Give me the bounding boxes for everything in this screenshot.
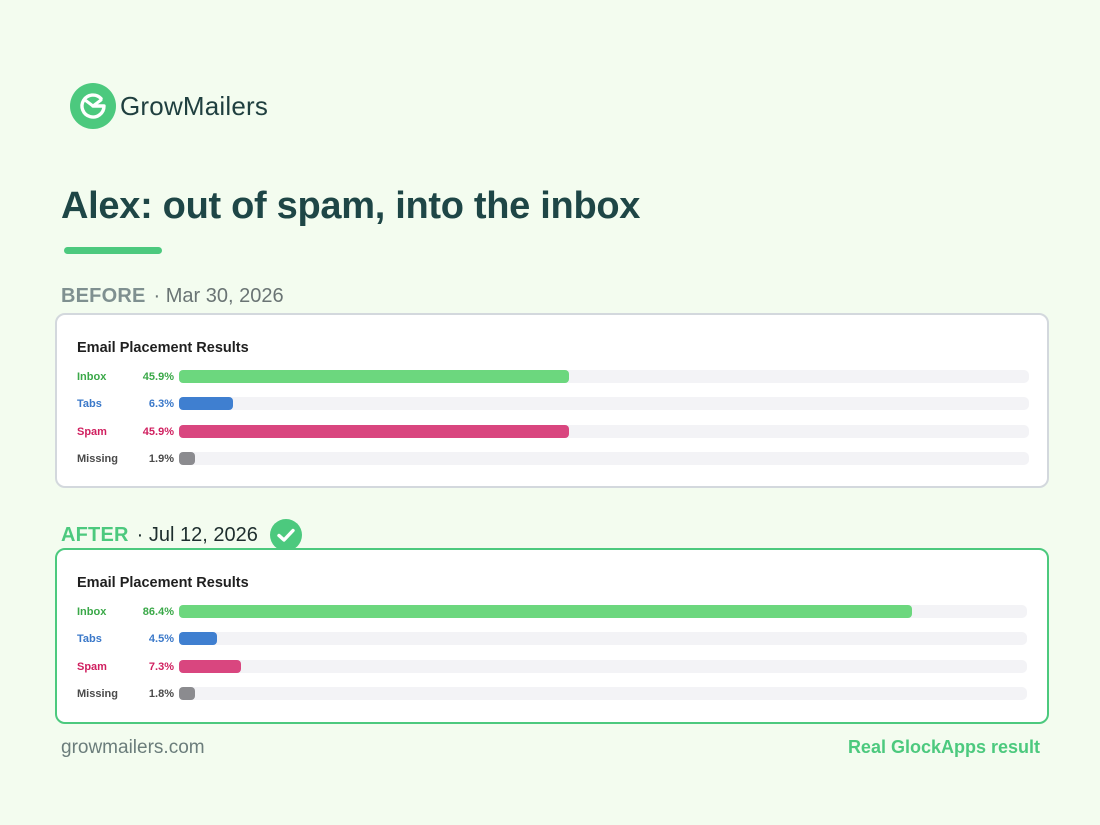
bar-track (179, 452, 1029, 465)
category-label: Spam (77, 426, 107, 438)
before-placement-card: Email Placement Results Inbox 45.9% Tabs 6.… (55, 313, 1049, 488)
bar-track (179, 632, 1027, 645)
before-bar-chart: Inbox 45.9% Tabs 6.3% Spam 45.9% Missing 1.9% (57, 315, 1047, 486)
category-label: Inbox (77, 371, 107, 383)
after-label: AFTER · Jul 12, 2026 (61, 519, 302, 551)
value-label: 1.9% (148, 453, 174, 465)
bar-spam (179, 660, 241, 673)
bar-track (179, 370, 1029, 383)
bar-inbox (179, 605, 912, 618)
bar-track (179, 687, 1027, 700)
category-label: Spam (77, 661, 107, 673)
category-label: Missing (77, 688, 118, 700)
footer-note: Real GlockApps result (847, 737, 1040, 757)
after-tag: AFTER (61, 523, 129, 546)
bar-row-spam: Spam 7.3% (57, 660, 1047, 674)
bar-row-tabs: Tabs 6.3% (57, 397, 1047, 411)
title-underline (64, 247, 162, 254)
value-label: 6.3% (148, 398, 174, 410)
bar-row-inbox: Inbox 86.4% (57, 605, 1047, 619)
bar-row-missing: Missing 1.9% (57, 452, 1047, 466)
bar-row-inbox: Inbox 45.9% (57, 370, 1047, 384)
bar-track (179, 425, 1029, 438)
bar-tabs (179, 397, 233, 410)
before-card-title: Email Placement Results (77, 340, 249, 356)
category-label: Tabs (77, 398, 102, 410)
before-date: · Mar 30, 2026 (153, 285, 284, 307)
bar-track (179, 605, 1027, 618)
bar-row-missing: Missing 1.8% (57, 687, 1047, 701)
bar-missing (179, 687, 195, 700)
bar-spam (179, 425, 570, 438)
value-label: 45.9% (142, 426, 174, 438)
bar-track (179, 397, 1029, 410)
value-label: 7.3% (148, 661, 174, 673)
before-label: BEFORE · Mar 30, 2026 (61, 285, 284, 308)
value-label: 45.9% (142, 371, 174, 383)
growmailers-logo-icon (70, 83, 116, 129)
bar-tabs (179, 632, 218, 645)
footer-site: growmailers.com (61, 737, 205, 758)
bar-track (179, 660, 1027, 673)
category-label: Tabs (77, 633, 102, 645)
after-date: · Jul 12, 2026 (136, 523, 258, 546)
before-tag: BEFORE (61, 285, 146, 307)
check-circle-icon (269, 519, 302, 551)
after-bar-chart: Inbox 86.4% Tabs 4.5% Spam 7.3% Missing 1.8% (57, 550, 1047, 722)
category-label: Missing (77, 453, 118, 465)
value-label: 4.5% (148, 633, 174, 645)
page-title: Alex: out of spam, into the inbox (61, 185, 641, 227)
after-placement-card: Email Placement Results Inbox 86.4% Tabs 4.… (55, 548, 1049, 724)
bar-missing (179, 452, 196, 465)
after-card-title: Email Placement Results (77, 575, 249, 591)
brand-name: GrowMailers (120, 90, 269, 121)
bar-row-spam: Spam 45.9% (57, 425, 1047, 439)
value-label: 1.8% (148, 688, 174, 700)
brand-logo: GrowMailers (70, 83, 268, 129)
bar-inbox (179, 370, 570, 383)
bar-row-tabs: Tabs 4.5% (57, 632, 1047, 646)
value-label: 86.4% (142, 606, 174, 618)
category-label: Inbox (77, 606, 107, 618)
